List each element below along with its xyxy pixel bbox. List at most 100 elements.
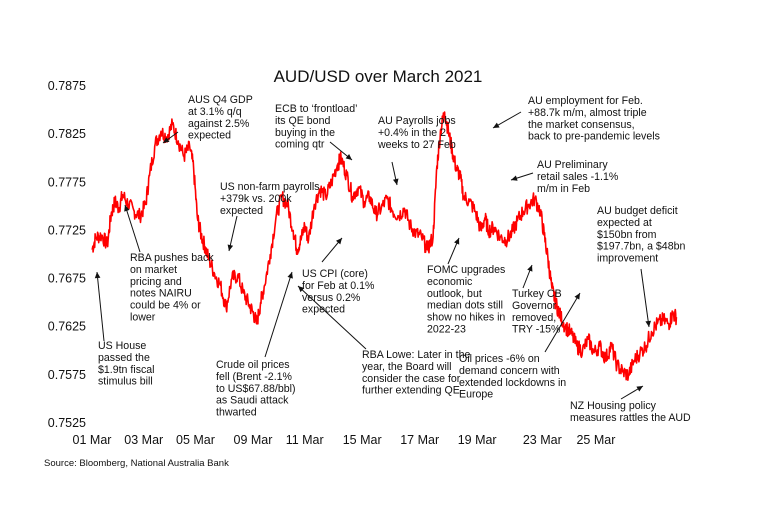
annotation-line: extended lockdowns in [459,377,566,389]
annotation-line: against 2.5% [188,118,250,130]
annotation-line: improvement [597,253,658,265]
annotation-line: US House [98,340,146,352]
annotation-line: +88.7k m/m, almost triple [528,107,647,119]
annotation-arrowhead [336,238,342,245]
annotation-line: +379k vs. 200k [220,193,292,205]
annotation-line: back to pre-pandemic levels [528,131,660,143]
annotation-line: AU employment for Feb. [528,95,643,107]
annotation-line: to US$67.88/bbl) [216,383,296,395]
annotation-line: $150bn from [597,229,657,241]
annotation-line: expected [188,130,231,142]
annotation-arrowhead [298,286,305,293]
annotation-line: versus 0.2% [302,292,361,304]
annotation-line: thwarted [216,407,257,419]
annotation-arrowhead [636,386,643,392]
annotation-us-cpi: US CPI (core) for Feb at 0.1% versus 0.2% e… [302,268,375,316]
annotation-crude-oil: Crude oil prices fell (Brent -2.1% to US$6… [216,359,296,419]
y-tick-label: 0.7625 [48,320,86,334]
annotation-line: AUS Q4 GDP [188,94,253,106]
annotation-oil-prices: Oil prices -6% on demand concern with exte… [459,353,566,401]
annotation-line: further extending QE [362,385,460,397]
annotation-arrow [544,292,581,353]
annotation-line: passed the [98,352,150,364]
annotation-line: US non-farm payrolls [220,181,320,193]
annotation-line: ECB to ‘frontload’ [275,103,357,115]
y-tick-label: 0.7775 [48,175,86,189]
annotation-arrow [264,271,293,358]
annotation-nz-housing: NZ Housing policy measures rattles the AU… [570,400,691,424]
annotation-line: RBA pushes back [130,252,214,264]
annotation-line: could be 4% or [130,300,201,312]
annotation-line: Crude oil prices [216,359,290,371]
annotation-rba-pushes: RBA pushes back on market pricing and notes… [130,252,214,324]
annotation-arrowhead [124,205,130,212]
annotation-line: median dots still [427,300,503,312]
annotation-line: lower [130,312,156,324]
annotation-line: removed, [512,312,556,324]
x-tick-label: 23 Mar [523,433,562,447]
annotation-line: demand concern with [459,365,560,377]
annotation-line: $1.9tn fiscal [98,364,155,376]
annotation-line: RBA Lowe: Later in the [362,349,470,361]
x-tick-label: 01 Mar [73,433,112,447]
annotation-line: show no hikes in [427,312,505,324]
annotation-line: coming qtr [275,139,325,151]
annotation-line: fell (Brent -2.1% [216,371,293,383]
annotation-line: AU Preliminary [537,159,608,171]
annotation-line: +0.4% in the 2 [378,127,446,139]
series-layer [91,111,678,382]
annotation-line: Governor [512,300,557,312]
y-axis: 0.7875 0.7825 0.7775 0.7725 0.7675 0.7625 0.75… [48,79,86,430]
x-tick-label: 17 Mar [400,433,439,447]
annotation-arrowhead [574,293,580,300]
annotation-line: measures rattles the AUD [570,412,691,424]
source-note: Source: Bloomberg, National Australia Ba… [44,458,229,469]
annotation-line: Oil prices -6% on [459,353,540,365]
annotation-line: expected [302,304,345,316]
annotation-line: year, the Board will [362,361,452,373]
annotation-line: $197.7bn, a $48bn [597,241,685,253]
x-tick-label: 03 Mar [124,433,163,447]
annotation-arrow [124,204,141,253]
annotation-line: pricing and [130,276,182,288]
x-tick-label: 25 Mar [576,433,615,447]
annotation-arrowhead [493,122,500,128]
annotation-us-nfp: US non-farm payrolls +379k vs. 200k expect… [220,181,320,217]
annotation-arrowhead [345,154,352,160]
y-tick-label: 0.7825 [48,127,86,141]
annotation-arrowhead [454,238,460,245]
annotation-line: its QE bond [275,115,330,127]
annotation-line: notes NAIRU [130,288,192,300]
annotation-line: FOMC upgrades [427,264,505,276]
annotation-arrow [96,271,105,342]
annotation-line: TRY -15% [512,324,561,336]
chart-title: AUD/USD over March 2021 [274,67,483,86]
annotation-line: on market [130,264,177,276]
annotation-line: outlook, but [427,288,482,300]
annotation-line: AU Payrolls jobs [378,115,456,127]
x-axis: 01 Mar 03 Mar 05 Mar 09 Mar 11 Mar 15 Mar 17 M… [73,433,616,447]
annotation-au-retail: AU Preliminary retail sales -1.1% m/m in F… [537,159,619,195]
y-tick-label: 0.7575 [48,368,86,382]
annotation-line: expected at [597,217,652,229]
annotation-line: the market consensus, [528,119,635,131]
annotation-line: US CPI (core) [302,268,368,280]
annotation-fomc: FOMC upgrades economic outlook, but median … [427,264,505,336]
annotation-line: weeks to 27 Feb [377,139,456,151]
annotation-line: AU budget deficit [597,205,678,217]
annotation-arrowhead [511,175,518,181]
x-tick-label: 15 Mar [343,433,382,447]
annotation-arrowhead [393,178,399,185]
x-tick-label: 09 Mar [234,433,273,447]
annotation-line: expected [220,205,263,217]
annotation-arrowhead [94,272,101,279]
y-tick-label: 0.7725 [48,223,86,237]
series-line [91,111,678,382]
y-tick-label: 0.7525 [48,416,86,430]
annotation-line: at 3.1% q/q [188,106,242,118]
annotation-line: retail sales -1.1% [537,171,619,183]
annotation-au-payrolls: AU Payrolls jobs +0.4% in the 2 weeks to 2… [377,115,456,151]
x-tick-label: 05 Mar [176,433,215,447]
annotation-line: m/m in Feb [537,183,590,195]
